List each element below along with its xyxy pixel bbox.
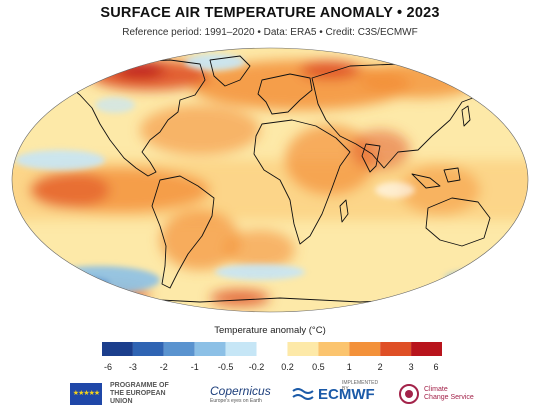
scale-box — [256, 342, 288, 356]
chart-subtitle: Reference period: 1991–2020 • Data: ERA5… — [122, 27, 418, 38]
scale-tick-label: 0.2 — [281, 362, 294, 372]
footer-logos: ★★★★★ PROGRAMME OF THE EUROPEAN UNION Co… — [0, 378, 540, 410]
scale-tick-label: -0.2 — [249, 362, 265, 372]
eu-logo: ★★★★★ PROGRAMME OF THE EUROPEAN UNION — [70, 378, 190, 410]
legend-title: Temperature anomaly (°C) — [214, 325, 326, 336]
globe-outline — [11, 47, 529, 313]
scale-tick-label: -6 — [104, 362, 112, 372]
scale-box — [287, 342, 319, 356]
scale-box — [194, 342, 226, 356]
ecmwf-wordmark: ECMWF — [318, 385, 375, 403]
scale-tick-label: 3 — [409, 362, 414, 372]
eu-label-line1: PROGRAMME OF — [110, 382, 169, 389]
ecmwf-logo: IMPLEMENTED BY ECMWF — [292, 378, 379, 410]
eu-label-line2: THE EUROPEAN UNION — [110, 390, 166, 405]
scale-box — [132, 342, 164, 356]
scale-tick-label: -2 — [160, 362, 168, 372]
world-anomaly-map — [11, 47, 529, 313]
c3s-label-line1: Climate — [424, 386, 448, 393]
scale-box — [225, 342, 257, 356]
scale-tick-label: -3 — [129, 362, 137, 372]
scale-tick-label: 0.5 — [312, 362, 325, 372]
scale-box — [349, 342, 381, 356]
scale-tick-label: 1 — [347, 362, 352, 372]
anomaly-field — [12, 48, 528, 312]
c3s-emblem-icon — [399, 384, 419, 404]
c3s-label-line2: Change Service — [424, 394, 474, 401]
ecmwf-implemented-by: IMPLEMENTED BY — [342, 380, 379, 392]
color-scale: -6 -3 -2 -1 -0.5 -0.2 0.2 0.5 1 2 3 6 — [102, 342, 442, 372]
copernicus-tagline: Europe's eyes on Earth — [210, 398, 262, 404]
scale-tick-label: 2 — [378, 362, 383, 372]
eu-flag-icon: ★★★★★ — [70, 383, 102, 405]
scale-tick-label: 6 — [433, 362, 438, 372]
scale-box — [411, 342, 442, 356]
scale-box — [380, 342, 412, 356]
scale-box — [163, 342, 195, 356]
scale-tick-label: -0.5 — [218, 362, 234, 372]
ecmwf-wave-icon — [292, 388, 314, 400]
c3s-logo: Climate Change Service — [398, 378, 474, 410]
chart-title: SURFACE AIR TEMPERATURE ANOMALY • 2023 — [100, 5, 440, 21]
scale-box — [318, 342, 350, 356]
scale-tick-label: -1 — [191, 362, 199, 372]
copernicus-wordmark: Copernicus — [210, 384, 271, 398]
copernicus-logo: Copernicus Europe's eyes on Earth — [210, 378, 271, 410]
scale-box — [102, 342, 133, 356]
